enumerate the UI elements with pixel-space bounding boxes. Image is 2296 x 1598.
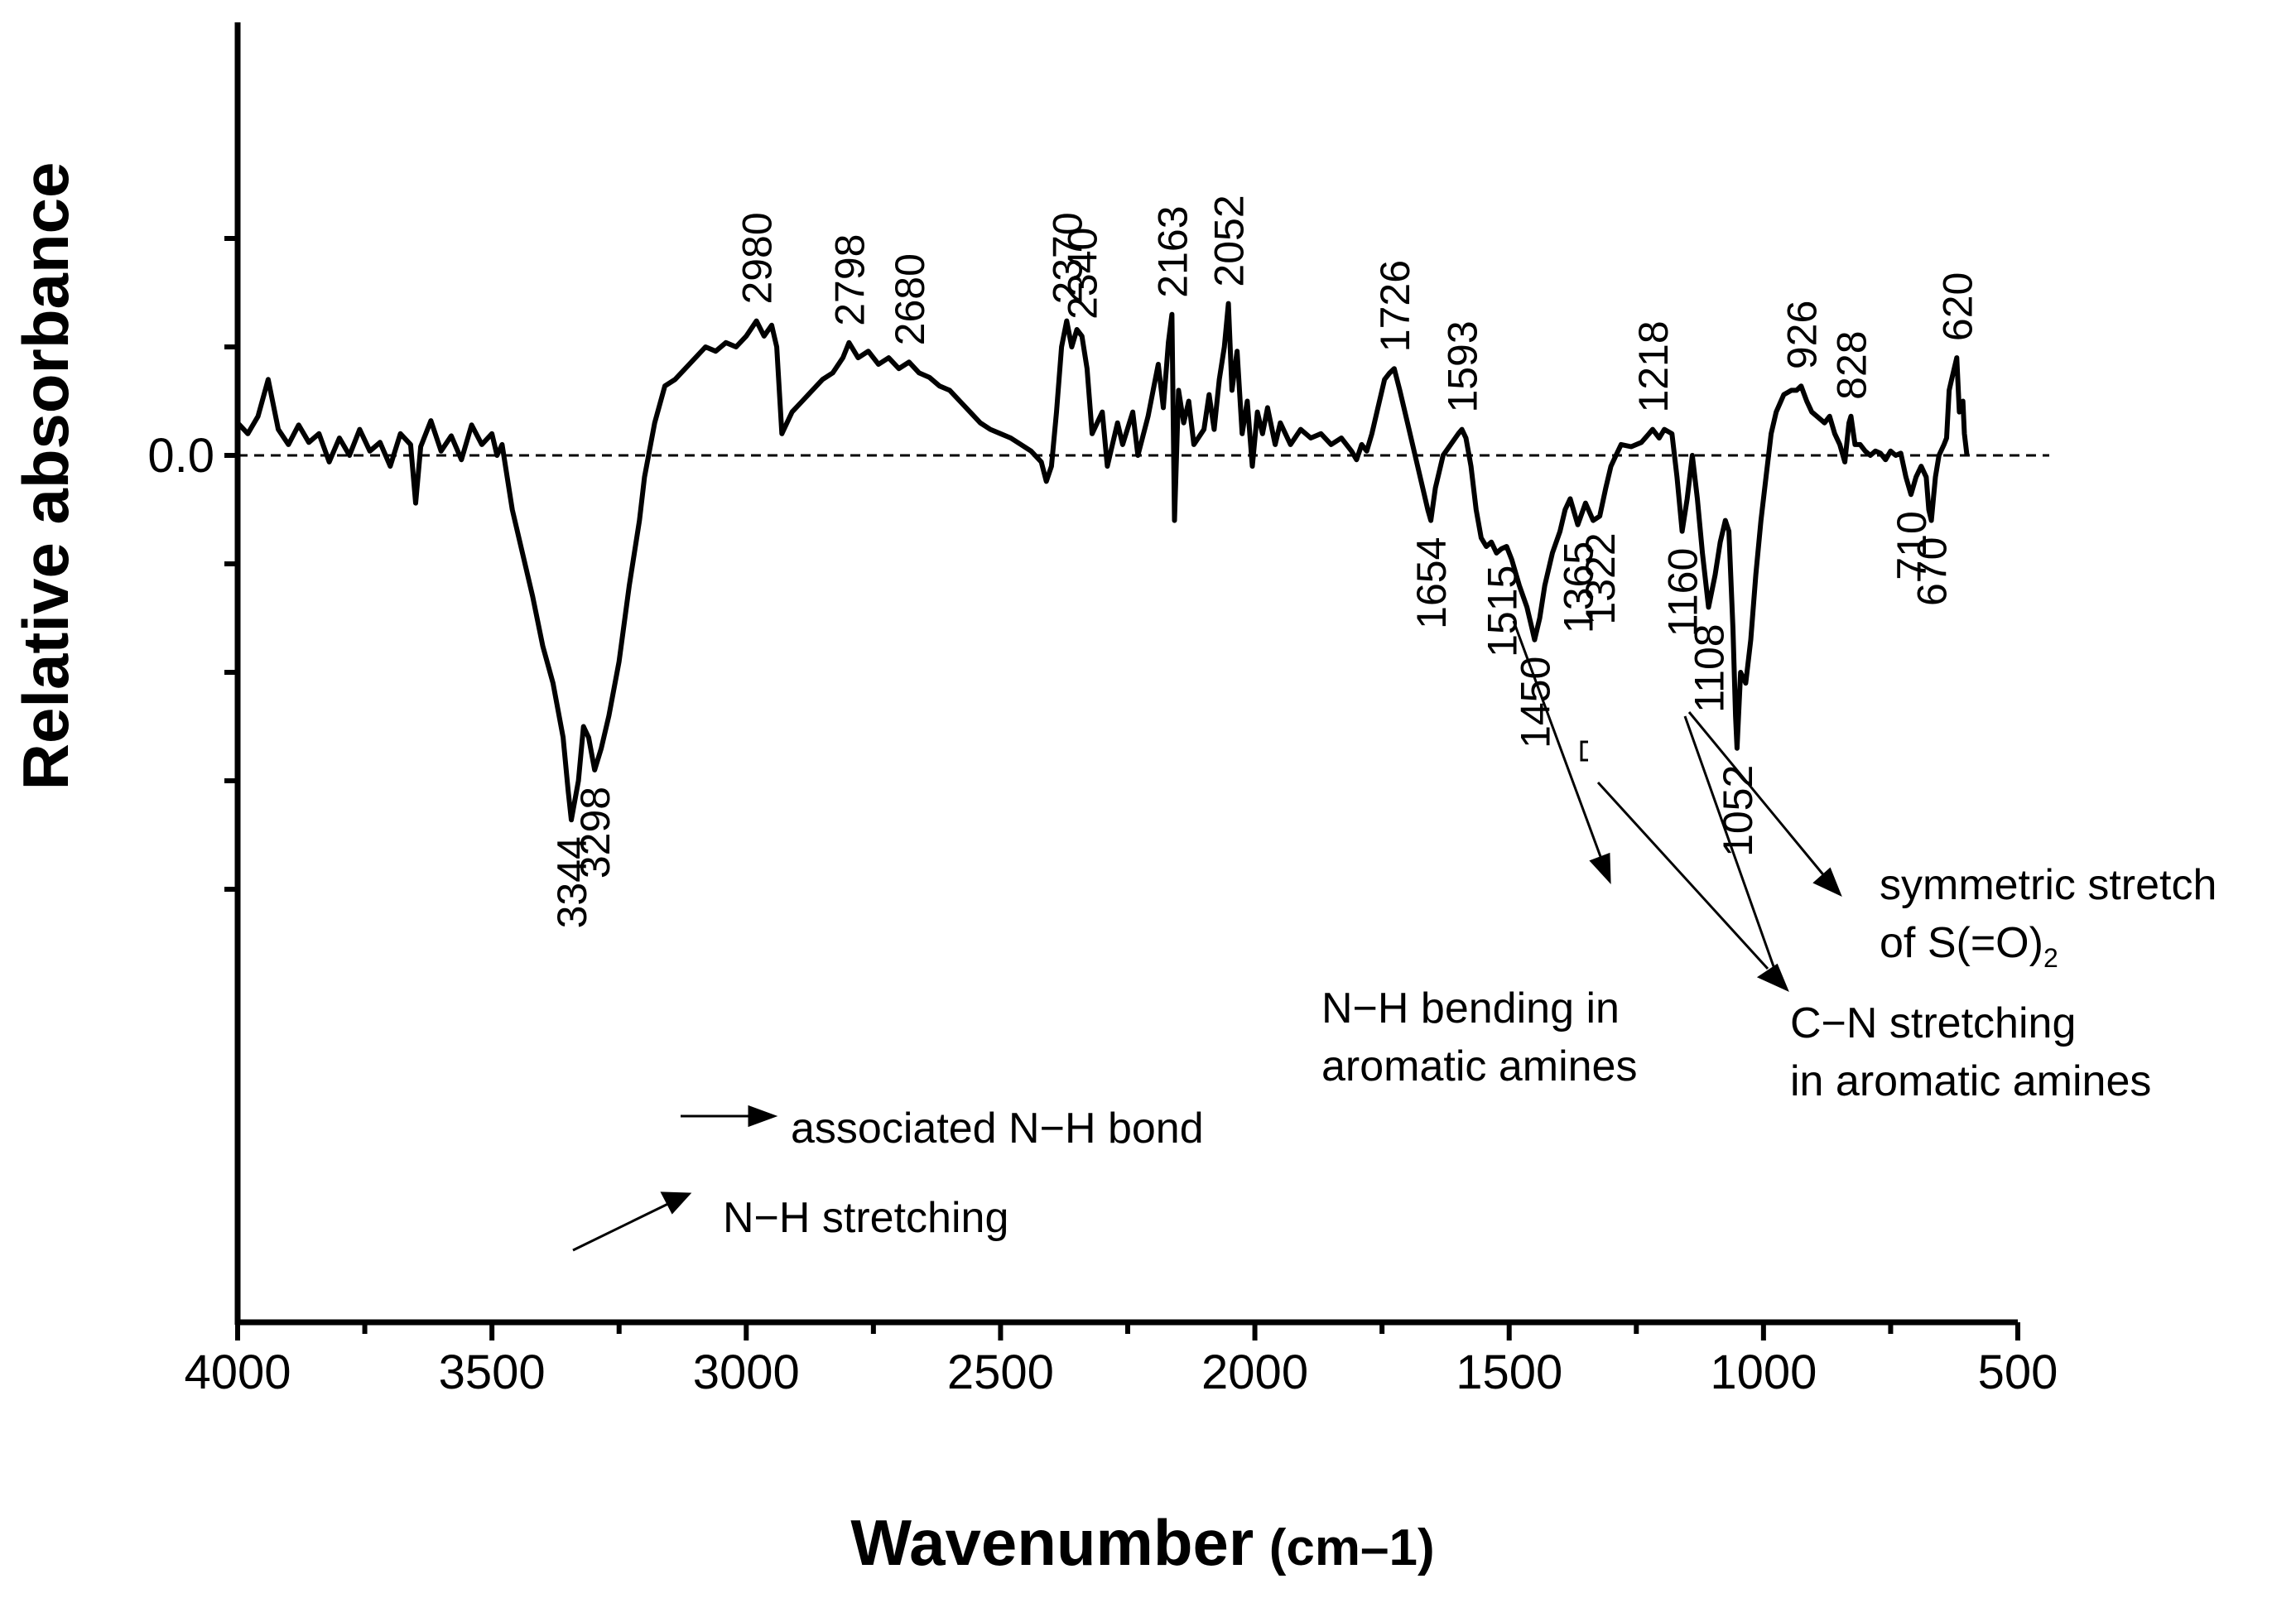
x-ticks: 4000 3500 3000 2500 2000 1500 1000 500: [184, 1322, 2058, 1399]
arrow-nh-bending-head: [1589, 852, 1611, 884]
x-axis-title: Wavenumber (cm–1): [850, 1506, 1434, 1579]
peak-label-670: 670: [1909, 537, 1956, 606]
series-line-absorbance: [235, 301, 1970, 823]
peak-label-620: 620: [1934, 272, 1981, 341]
arrow-cn-stretching-2: [1683, 715, 1776, 970]
arrow-cn-stretching-head: [1756, 963, 1789, 992]
peak-label-2798: 2798: [826, 234, 873, 326]
annotation-cn-stretching-line2: in aromatic amines: [1790, 1057, 2151, 1105]
arrow-associated-nh-head: [748, 1105, 778, 1128]
peak-label-2340: 2340: [1060, 228, 1106, 320]
peak-label-2680: 2680: [887, 253, 933, 345]
peak-label-1654: 1654: [1408, 537, 1455, 629]
x-tick-label: 2500: [947, 1345, 1054, 1399]
arrow-symmetric: [1687, 711, 1827, 878]
x-axis-title-main: Wavenumber: [850, 1506, 1254, 1579]
arrow-cn-stretching-1: [1596, 781, 1769, 970]
bracket-1365-1322: [1580, 740, 1588, 762]
annotation-nh-bending-line1: N−H bending in: [1321, 984, 1620, 1032]
x-tick-label: 2000: [1201, 1345, 1308, 1399]
peak-label-1322: 1322: [1577, 532, 1624, 624]
annotation-nh-bending-line2: aromatic amines: [1321, 1042, 1637, 1090]
annotation-symmetric-line2: of S(=O)2: [1880, 919, 2058, 973]
arrow-nh-stretching-head: [660, 1191, 692, 1215]
annotation-nh-stretching: N−H stretching: [723, 1194, 1008, 1242]
peak-label-2052: 2052: [1206, 195, 1253, 286]
x-tick-label: 500: [1978, 1345, 2058, 1399]
y-axis-title: Relative absorbance: [9, 162, 82, 791]
annotation-arrows: [572, 620, 1842, 1252]
peak-label-1052: 1052: [1715, 765, 1761, 857]
peak-label-2163: 2163: [1149, 205, 1196, 297]
peak-label-3344: 3344: [549, 836, 595, 928]
peak-label-1160: 1160: [1660, 548, 1706, 638]
x-tick-label: 1500: [1456, 1345, 1562, 1399]
x-tick-label: 4000: [184, 1345, 291, 1399]
arrow-nh-bending: [1512, 620, 1604, 862]
peak-label-1365: 1365: [1556, 541, 1602, 633]
y-ticks: 0.0: [147, 236, 238, 892]
annotation-symmetric-prefix: of S(=O): [1880, 919, 2043, 967]
peak-label-926: 926: [1779, 301, 1825, 369]
peak-label-1593: 1593: [1440, 320, 1486, 412]
peak-label-1726: 1726: [1372, 260, 1418, 352]
x-tick-label: 1000: [1710, 1345, 1817, 1399]
peak-label-3298: 3298: [572, 787, 619, 878]
y-tick-label: 0.0: [147, 429, 214, 483]
peak-label-1515: 1515: [1480, 566, 1526, 657]
annotation-cn-stretching-line1: C−N stretching: [1790, 999, 2076, 1047]
peak-label-1108: 1108: [1687, 623, 1733, 713]
annotation-symmetric-line1: symmetric stretch: [1880, 861, 2217, 909]
annotations: N−H stretching associated N−H bond N−H b…: [572, 620, 2217, 1252]
x-tick-label: 3000: [693, 1345, 800, 1399]
peak-label-1218: 1218: [1630, 320, 1677, 412]
arrow-nh-stretching: [572, 1199, 676, 1252]
peak-label-828: 828: [1829, 330, 1875, 399]
annotation-associated-nh: associated N−H bond: [791, 1105, 1204, 1153]
peak-label-2980: 2980: [734, 212, 781, 304]
arrow-symmetric-head: [1812, 867, 1842, 897]
x-axis-title-unit: (cm–1): [1269, 1519, 1435, 1576]
x-tick-label: 3500: [439, 1345, 546, 1399]
peak-label-2370: 2370: [1044, 212, 1090, 304]
annotation-symmetric-subscript: 2: [2043, 943, 2058, 973]
peak-label-1450: 1450: [1512, 657, 1558, 748]
peak-label-710: 710: [1889, 511, 1935, 580]
